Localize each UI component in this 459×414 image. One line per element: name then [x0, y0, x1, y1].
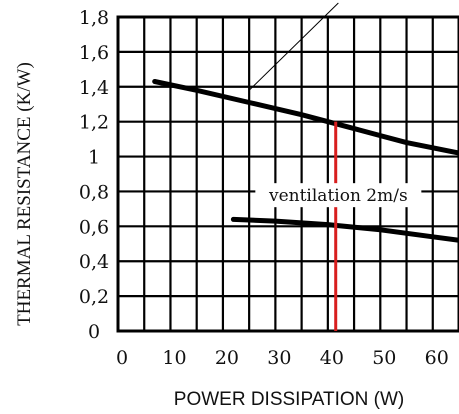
x-tick-label: 60 — [425, 347, 449, 369]
x-tick-label: 40 — [320, 347, 344, 369]
x-tick-label: 0 — [116, 347, 128, 369]
y-tick-labels: 0 0,2 0,4 0,6 0,8 1 1,2 1,4 1,6 1,8 — [79, 7, 109, 343]
x-tick-labels: 0 10 20 30 40 50 60 — [116, 347, 449, 369]
y-tick-label: 1 — [88, 147, 100, 169]
y-tick-label: 0,6 — [79, 216, 109, 238]
annotation-label: ventilation 2m/s — [268, 186, 408, 206]
y-tick-label: 0 — [88, 321, 100, 343]
series-line-2 — [230, 216, 459, 243]
series-line-1 — [152, 79, 459, 156]
y-tick-label: 0,8 — [79, 181, 109, 203]
y-tick-label: 1,6 — [79, 42, 109, 64]
x-tick-label: 30 — [267, 347, 291, 369]
y-tick-label: 1,2 — [79, 112, 109, 134]
annotation-background — [255, 183, 422, 208]
series-group — [152, 79, 459, 243]
leader-line — [248, 2, 339, 91]
y-tick-label: 0,4 — [79, 251, 109, 273]
grid — [116, 15, 459, 333]
y-tick-label: 1,4 — [79, 77, 109, 99]
y-tick-label: 1,8 — [79, 7, 109, 29]
plot-frame — [116, 15, 459, 333]
x-tick-label: 10 — [162, 347, 186, 369]
y-tick-label: 0,2 — [79, 286, 109, 308]
x-axis-label: POWER DISSIPATION (W) — [174, 389, 404, 410]
y-axis-label: THERMAL RESISTANCE (K/W) — [14, 62, 35, 326]
x-tick-label: 20 — [215, 347, 239, 369]
x-tick-label: 50 — [372, 347, 396, 369]
annotations: ventilation 2m/s — [255, 183, 422, 208]
